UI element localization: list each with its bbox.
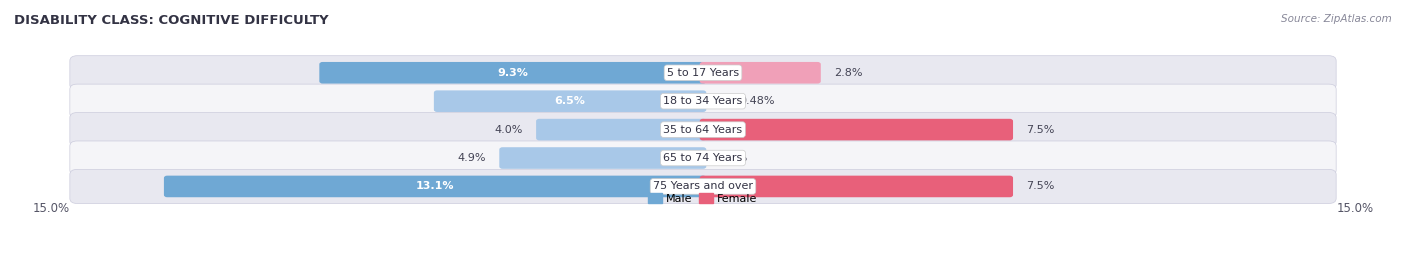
Text: 2.8%: 2.8% [834,68,862,78]
Text: 13.1%: 13.1% [416,181,454,191]
Text: 15.0%: 15.0% [32,202,69,215]
Text: 0.48%: 0.48% [740,96,775,106]
Text: 6.5%: 6.5% [554,96,585,106]
Text: 75 Years and over: 75 Years and over [652,181,754,191]
FancyBboxPatch shape [700,176,1014,197]
Text: 5 to 17 Years: 5 to 17 Years [666,68,740,78]
FancyBboxPatch shape [70,84,1336,118]
Text: 15.0%: 15.0% [1337,202,1374,215]
Text: 7.5%: 7.5% [1026,124,1054,135]
Text: 4.9%: 4.9% [458,153,486,163]
FancyBboxPatch shape [70,141,1336,175]
Text: 7.5%: 7.5% [1026,181,1054,191]
FancyBboxPatch shape [70,169,1336,204]
FancyBboxPatch shape [70,113,1336,147]
FancyBboxPatch shape [434,90,706,112]
FancyBboxPatch shape [700,62,821,83]
Text: 65 to 74 Years: 65 to 74 Years [664,153,742,163]
FancyBboxPatch shape [165,176,706,197]
Text: 0.0%: 0.0% [720,153,748,163]
FancyBboxPatch shape [536,119,706,140]
Text: Source: ZipAtlas.com: Source: ZipAtlas.com [1281,14,1392,23]
FancyBboxPatch shape [499,147,706,169]
Text: 4.0%: 4.0% [495,124,523,135]
FancyBboxPatch shape [70,56,1336,90]
Text: DISABILITY CLASS: COGNITIVE DIFFICULTY: DISABILITY CLASS: COGNITIVE DIFFICULTY [14,14,329,26]
Text: 18 to 34 Years: 18 to 34 Years [664,96,742,106]
FancyBboxPatch shape [319,62,706,83]
FancyBboxPatch shape [700,119,1014,140]
Text: 9.3%: 9.3% [498,68,529,78]
Text: 35 to 64 Years: 35 to 64 Years [664,124,742,135]
Legend: Male, Female: Male, Female [644,189,762,208]
